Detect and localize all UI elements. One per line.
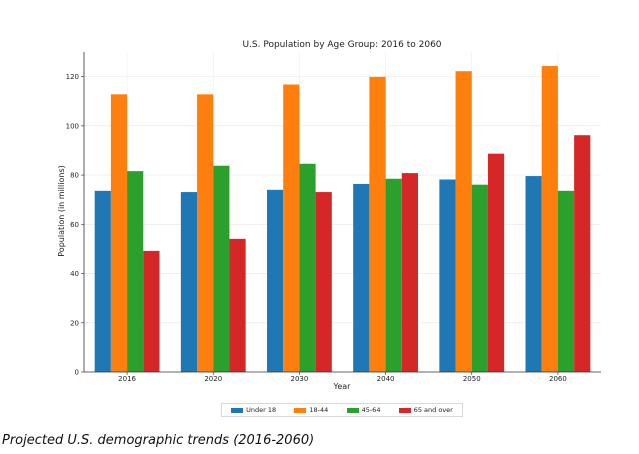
bar-65-and-over-2050 xyxy=(487,153,505,372)
y-axis-label: Population (in millions) xyxy=(57,165,66,256)
figure-caption: Projected U.S. demographic trends (2016-… xyxy=(2,433,315,448)
y-tick-label: 100 xyxy=(66,122,79,130)
x-tick-label: 2060 xyxy=(549,375,567,383)
legend-label: Under 18 xyxy=(246,406,277,414)
legend-label: 65 and over xyxy=(413,406,453,414)
bar-45-64-2050 xyxy=(471,184,488,372)
bar-65-and-over-2020 xyxy=(229,238,246,372)
bar-18-44-2050 xyxy=(455,71,472,372)
x-tick-label: 2020 xyxy=(204,375,222,383)
y-tick-label: 80 xyxy=(70,172,79,180)
y-tick-label: 20 xyxy=(70,319,79,327)
bar-65-and-over-2030 xyxy=(315,192,332,372)
bars xyxy=(94,66,591,373)
legend-label: 45-64 xyxy=(361,406,381,414)
legend-swatch xyxy=(398,407,411,413)
x-tick-label: 2030 xyxy=(291,375,309,383)
bar-under-18-2060 xyxy=(525,176,542,372)
bar-45-64-2020 xyxy=(213,165,230,372)
bar-18-44-2040 xyxy=(369,76,386,372)
chart-title: U.S. Population by Age Group: 2016 to 20… xyxy=(242,40,441,50)
legend-swatch xyxy=(294,407,307,413)
bar-under-18-2040 xyxy=(353,183,370,372)
bar-under-18-2050 xyxy=(439,179,456,372)
bar-65-and-over-2016 xyxy=(143,250,160,372)
bar-45-64-2060 xyxy=(557,190,575,372)
x-tick-label: 2050 xyxy=(463,375,481,383)
bar-18-44-2030 xyxy=(283,84,300,372)
legend-item: 45-64 xyxy=(346,406,381,414)
bar-18-44-2020 xyxy=(197,94,214,372)
legend-item: 18-44 xyxy=(294,406,328,414)
legend-swatch xyxy=(346,407,359,413)
legend-label: 18-44 xyxy=(309,406,329,414)
y-tick-label: 0 xyxy=(75,369,79,377)
bar-under-18-2016 xyxy=(94,190,111,372)
bar-18-44-2060 xyxy=(541,66,558,373)
x-tick-label: 2016 xyxy=(118,375,136,383)
bar-45-64-2040 xyxy=(385,178,402,372)
legend-item: 65 and over xyxy=(398,406,453,414)
y-tick-label: 60 xyxy=(70,221,79,229)
x-tick-label: 2040 xyxy=(377,375,395,383)
bar-under-18-2020 xyxy=(180,192,198,372)
y-tick-label: 120 xyxy=(66,73,79,81)
grid-lines xyxy=(84,52,601,373)
bar-45-64-2030 xyxy=(299,163,316,372)
bar-65-and-over-2040 xyxy=(401,173,418,372)
x-axis-label: Year xyxy=(333,382,352,391)
legend: Under 18 18-44 45-64 65 and over xyxy=(221,403,463,417)
y-tick-label: 40 xyxy=(70,270,79,278)
legend-item: Under 18 xyxy=(231,406,276,414)
bar-18-44-2016 xyxy=(110,94,128,372)
bar-under-18-2030 xyxy=(267,189,284,372)
legend-swatch xyxy=(231,407,244,413)
bar-45-64-2016 xyxy=(127,171,144,372)
bar-65-and-over-2060 xyxy=(574,135,591,372)
